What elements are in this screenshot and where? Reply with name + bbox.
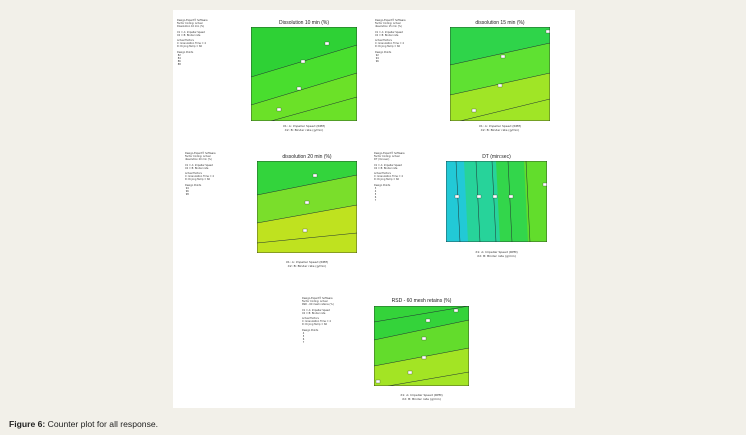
caption-text: Counter plot for all response. [45, 419, 159, 429]
plot-title-5: RSD - 60 mesh retains (%) [391, 298, 452, 304]
contour-line [251, 72, 357, 106]
figure-caption: Figure 6: Counter plot for all response. [9, 419, 158, 429]
design-info-text: Design-Expert® Software Factor Coding: A… [374, 152, 405, 202]
plot-title-4: DT (min:sec) [482, 154, 511, 160]
contour-panel-4: Design-Expert® Software Factor Coding: A… [373, 150, 573, 280]
contour-label-box [300, 59, 306, 64]
x-axis-label: X1: A: Impeller Speed (RPM) [475, 250, 518, 254]
contour-label-box [276, 107, 282, 112]
contour-plot-4 [446, 161, 547, 242]
x-axis-label-5: X1: A: Impeller Speed (RPM) X2: B: Binde… [374, 393, 469, 401]
x-axis-label-2: X1: A: Impeller Speed (RPM) X2: B: Binde… [450, 124, 550, 132]
contour-plot-5 [374, 306, 469, 386]
x-axis-label-4: X1: A: Impeller Speed (RPM) X2: B: Binde… [446, 250, 547, 258]
design-info-text: Design-Expert® Software Factor Coding: A… [185, 152, 216, 196]
y-axis-label: X2: B: Binder rate (g/min) [284, 128, 324, 132]
x-axis-label: X1: A: Impeller Speed (RPM) [282, 124, 326, 128]
y-axis-label: X2: B: Binder rate (g/min) [287, 264, 327, 268]
y-axis-label: X2: B: Binder rate (g/min) [480, 128, 520, 132]
contour-plot-2 [450, 27, 550, 121]
contour-panel-3: Design-Expert® Software Factor Coding: A… [173, 150, 373, 280]
plot-title-3: dissolution 20 min (%) [282, 154, 332, 160]
contour-panel-5: Design-Expert® Software Factor Coding: A… [293, 294, 493, 408]
contour-line [270, 96, 357, 121]
x-axis-label: X1: A: Impeller Speed (RPM) [400, 393, 443, 397]
figure-image-area: Design-Expert® Software Factor Coding: A… [173, 10, 575, 408]
design-info-text: Design-Expert® Software Factor Coding: A… [375, 19, 406, 63]
plot-title-2: dissolution 15 min (%) [475, 20, 525, 26]
plot-title-1: Dissolution 10 min (%) [278, 20, 330, 26]
y-axis-label: X2: B: Binder rate (g/min) [402, 397, 441, 401]
x-axis-label: X1: A: Impeller Speed (RPM) [285, 260, 329, 264]
x-axis-label-1: X1: A: Impeller Speed (RPM) X2: B: Binde… [251, 124, 357, 132]
contour-plot-1 [251, 27, 357, 121]
contour-label-box [296, 86, 302, 91]
contour-plot-3 [257, 161, 357, 253]
contour-panel-2: Design-Expert® Software Factor Coding: A… [373, 10, 573, 140]
caption-label: Figure 6: [9, 419, 46, 429]
y-axis-label: X2: B: Binder rate (g/min) [477, 254, 516, 258]
contour-panel-1: Design-Expert® Software Factor Coding: A… [173, 10, 373, 140]
x-axis-label: X1: A: Impeller Speed (RPM) [478, 124, 522, 128]
x-axis-label-3: X1: A: Impeller Speed (RPM) X2: B: Binde… [257, 260, 357, 268]
design-info-text: Design-Expert® Software Factor Coding: A… [302, 297, 334, 344]
design-info-text: Design-Expert® Software Factor Coding: A… [177, 19, 208, 66]
contour-label-box [324, 41, 330, 46]
